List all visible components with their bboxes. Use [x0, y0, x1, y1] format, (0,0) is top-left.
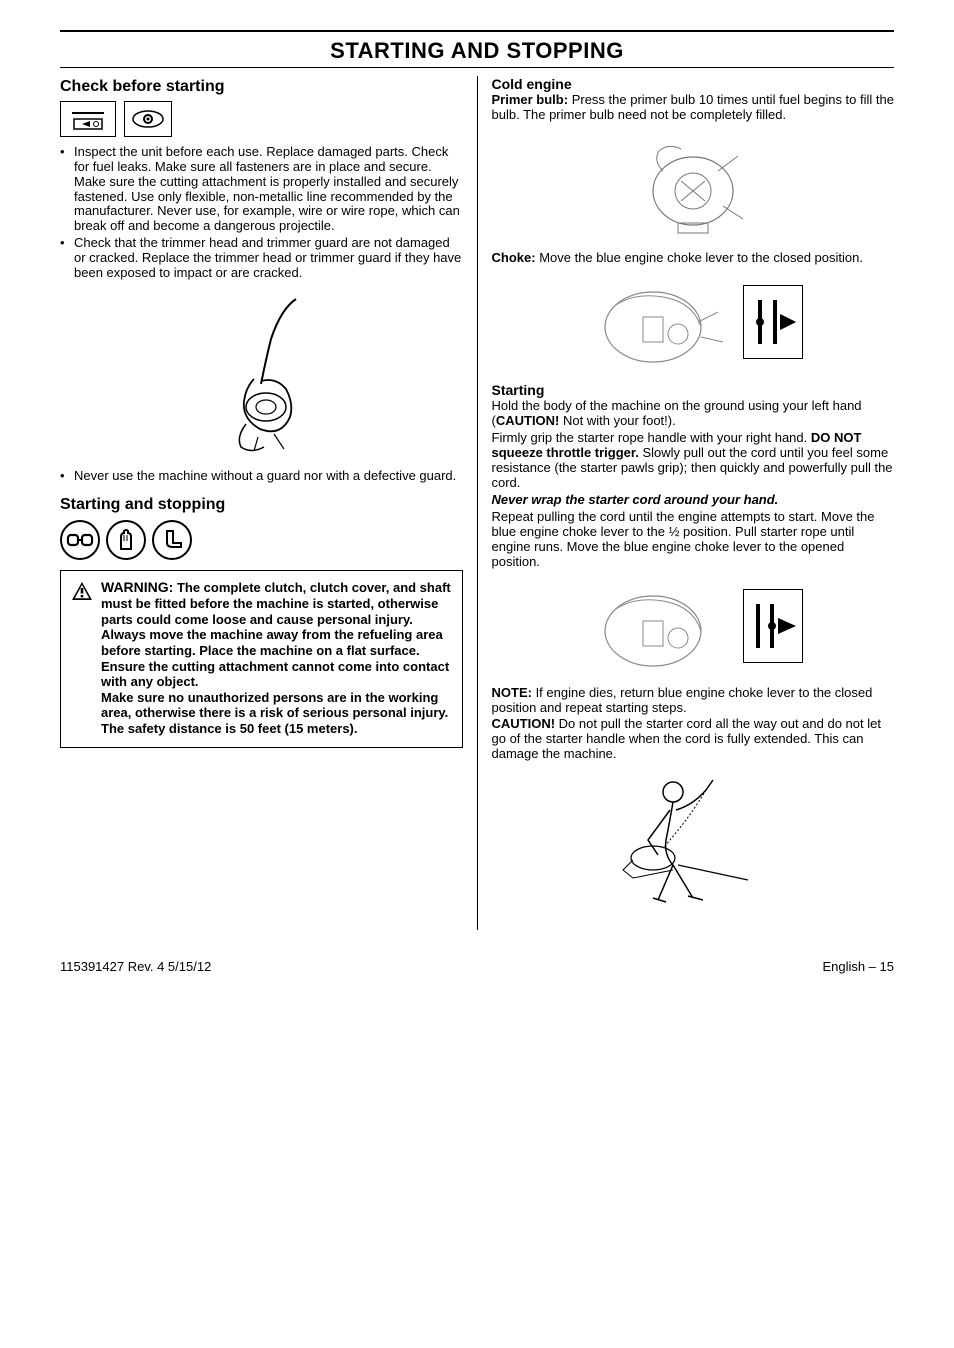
start-p3: Repeat pulling the cord until the engine… [492, 510, 895, 570]
goggles-icon [60, 520, 100, 560]
start-warn-wrap: Never wrap the starter cord around your … [492, 493, 895, 508]
figure-choke-open [492, 576, 895, 676]
figure-primer-bulb [492, 131, 895, 241]
bullet-list-2: • Never use the machine without a guard … [60, 469, 463, 484]
bullet-dot-icon: • [60, 145, 74, 235]
two-column-layout: Check before starting • [60, 76, 894, 930]
warning-body: The complete clutch, clutch cover, and s… [101, 580, 451, 736]
bullet-text: Never use the machine without a guard no… [74, 469, 463, 484]
heading-cold-engine: Cold engine [492, 76, 895, 92]
heading-starting: Starting [492, 382, 895, 398]
bullet-text: Inspect the unit before each use. Replac… [74, 145, 463, 235]
bullet-item: • Never use the machine without a guard … [60, 469, 463, 484]
boots-icon [152, 520, 192, 560]
choke-paragraph: Choke: Move the blue engine choke lever … [492, 251, 895, 266]
caution2-paragraph: CAUTION! Do not pull the starter cord al… [492, 717, 895, 762]
note-paragraph: NOTE: If engine dies, return blue engine… [492, 686, 895, 716]
warning-text: WARNING: The complete clutch, clutch cov… [101, 579, 452, 736]
heading-check-before-starting: Check before starting [60, 78, 463, 96]
text: Not with your foot!). [559, 413, 675, 428]
figure-choke-closed [492, 272, 895, 372]
primer-paragraph: Primer bulb: Press the primer bulb 10 ti… [492, 93, 895, 123]
bullet-dot-icon: • [60, 236, 74, 281]
footer-right: English – 15 [822, 960, 894, 975]
warning-lead: WARNING: [101, 579, 173, 595]
bullet-text: Check that the trimmer head and trimmer … [74, 236, 463, 281]
figure-trimmer-guard [60, 289, 463, 459]
gloves-icon [106, 520, 146, 560]
caution-label: CAUTION! [496, 413, 560, 428]
start-p2: Firmly grip the starter rope handle with… [492, 431, 895, 491]
figure-pull-cord [492, 770, 895, 920]
heading-starting-stopping: Starting and stopping [60, 496, 463, 514]
bullet-dot-icon: • [60, 469, 74, 484]
text: Firmly grip the starter rope handle with… [492, 430, 811, 445]
right-column: Cold engine Primer bulb: Press the prime… [477, 76, 895, 930]
warning-triangle-icon [71, 581, 93, 601]
rule-top [60, 30, 894, 32]
eye-box-icon [124, 101, 172, 137]
bullet-item: • Inspect the unit before each use. Repl… [60, 145, 463, 235]
footer-left: 115391427 Rev. 4 5/15/12 [60, 960, 211, 975]
primer-label: Primer bulb: [492, 92, 569, 107]
note-text: If engine dies, return blue engine choke… [492, 685, 873, 715]
choke-open-symbol [743, 589, 803, 663]
page-title: STARTING AND STOPPING [60, 36, 894, 67]
left-column: Check before starting • [60, 76, 463, 930]
page-footer: 115391427 Rev. 4 5/15/12 English – 15 [60, 960, 894, 975]
bullet-list-1: • Inspect the unit before each use. Repl… [60, 145, 463, 281]
start-p1: Hold the body of the machine on the grou… [492, 399, 895, 429]
choke-closed-symbol [743, 285, 803, 359]
caution2-label: CAUTION! [492, 716, 556, 731]
bullet-item: • Check that the trimmer head and trimme… [60, 236, 463, 281]
icon-row-top [60, 101, 463, 137]
safety-icon-row [60, 520, 463, 560]
arrow-box-icon [60, 101, 116, 137]
warning-box: WARNING: The complete clutch, clutch cov… [60, 570, 463, 747]
choke-label: Choke: [492, 250, 536, 265]
choke-text: Move the blue engine choke lever to the … [539, 250, 863, 265]
note-label: NOTE: [492, 685, 532, 700]
rule-bottom [60, 67, 894, 68]
